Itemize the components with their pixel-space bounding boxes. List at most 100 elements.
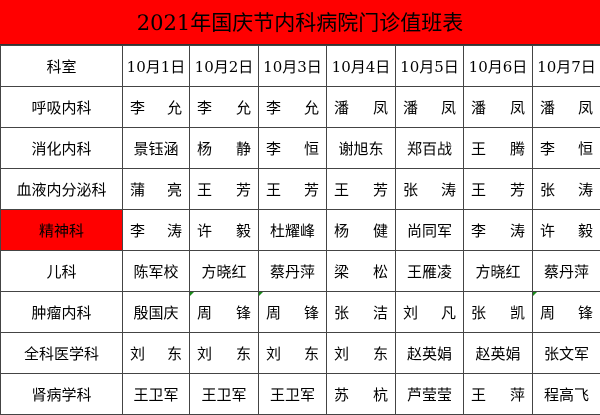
name-cell[interactable]: 方晓红 [463,250,533,292]
name-cell[interactable]: 王芳 [258,168,327,210]
doctor-name: 李涛 [471,221,525,240]
name-cell[interactable]: 张文军 [532,332,600,374]
doctor-name: 张洁 [334,303,388,322]
name-cell[interactable]: 张凯 [463,291,533,333]
dept-cell[interactable]: 消化内科 [0,127,123,169]
sheet-title[interactable]: 2021年国庆节内科病院门诊值班表 [0,0,600,45]
dept-cell[interactable]: 全科医学科 [0,332,123,374]
header-date-cell[interactable]: 10月1日 [122,45,190,87]
doctor-name: 王萍 [471,385,525,404]
name-cell[interactable]: 李涛 [463,209,533,251]
name-cell[interactable]: 蔡丹萍 [532,250,600,292]
name-cell[interactable]: 李恒 [532,127,600,169]
name-cell[interactable]: 潘凤 [326,86,396,128]
name-cell[interactable]: 杜耀峰 [258,209,327,251]
doctor-name: 王雁凌 [406,262,452,281]
name-cell[interactable]: 刘东 [326,332,396,374]
name-cell[interactable]: 刘东 [189,332,259,374]
name-cell[interactable]: 张涛 [395,168,464,210]
dept-cell[interactable]: 肿瘤内科 [0,291,123,333]
name-cell[interactable]: 王芳 [326,168,396,210]
doctor-name: 刘凡 [403,303,456,322]
dept-cell[interactable]: 精神科 [0,209,123,251]
name-cell[interactable]: 谢旭东 [326,127,396,169]
name-cell[interactable]: 周锋 [532,291,600,333]
duty-table: 科室 10月1日 10月2日 10月3日 10月4日 10月5日 10月6日 10月7日 呼… [0,45,600,415]
name-cell[interactable]: 张洁 [326,291,396,333]
name-cell[interactable]: 芦莹莹 [395,373,464,415]
doctor-name: 潘凤 [471,98,525,117]
name-cell[interactable]: 程高飞 [532,373,600,415]
name-cell[interactable]: 陈军校 [122,250,190,292]
header-date-cell[interactable]: 10月3日 [258,45,327,87]
header-date-cell[interactable]: 10月6日 [463,45,533,87]
name-cell[interactable]: 周锋 [258,291,327,333]
name-cell[interactable]: 李允 [189,86,259,128]
name-cell[interactable]: 刘凡 [395,291,464,333]
table-row: 消化内科 景钰涵杨静李恒谢旭东 郑百战王腾李恒 [0,127,600,169]
name-cell[interactable]: 王雁凌 [395,250,464,292]
doctor-name: 谢旭东 [338,139,384,158]
name-cell[interactable]: 刘东 [122,332,190,374]
header-date-cell[interactable]: 10月7日 [532,45,600,87]
name-cell[interactable]: 殷国庆 [122,291,190,333]
name-cell[interactable]: 张涛 [532,168,600,210]
name-cell[interactable]: 苏杭 [326,373,396,415]
doctor-name: 李恒 [540,139,593,158]
name-cell[interactable]: 李允 [122,86,190,128]
doctor-name: 殷国庆 [133,303,179,322]
name-cell[interactable]: 蒲亮 [122,168,190,210]
doctor-name: 潘凤 [540,98,593,117]
name-cell[interactable]: 杨静 [189,127,259,169]
name-cell[interactable]: 梁松 [326,250,396,292]
name-cell[interactable]: 李允 [258,86,327,128]
name-cell[interactable]: 方晓红 [189,250,259,292]
name-cell[interactable]: 潘凤 [532,86,600,128]
doctor-name: 蒲亮 [130,180,182,199]
doctor-name: 刘东 [130,344,182,363]
doctor-name: 陈军校 [133,262,179,281]
dept-cell[interactable]: 儿科 [0,250,123,292]
name-cell[interactable]: 杨健 [326,209,396,251]
header-date-cell[interactable]: 10月5日 [395,45,464,87]
header-date-cell[interactable]: 10月2日 [189,45,259,87]
header-dept-cell[interactable]: 科室 [0,45,123,87]
doctor-name: 王卫军 [269,385,315,404]
name-cell[interactable]: 李恒 [258,127,327,169]
name-cell[interactable]: 王腾 [463,127,533,169]
doctor-name: 潘凤 [334,98,388,117]
name-cell[interactable]: 尚同军 [395,209,464,251]
doctor-name: 蔡丹萍 [543,262,589,281]
name-cell[interactable]: 王芳 [463,168,533,210]
name-cell[interactable]: 郑百战 [395,127,464,169]
dept-cell[interactable]: 呼吸内科 [0,86,123,128]
name-cell[interactable]: 赵英娟 [395,332,464,374]
doctor-name: 王卫军 [201,385,247,404]
name-cell[interactable]: 许毅 [189,209,259,251]
name-cell[interactable]: 赵英娟 [463,332,533,374]
name-cell[interactable]: 王卫军 [258,373,327,415]
dept-cell[interactable]: 肾病学科 [0,373,123,415]
doctor-name: 杨静 [197,139,251,158]
name-cell[interactable]: 景钰涵 [122,127,190,169]
header-date-cell[interactable]: 10月4日 [326,45,396,87]
name-cell[interactable]: 蔡丹萍 [258,250,327,292]
name-cell[interactable]: 潘凤 [463,86,533,128]
name-cell[interactable]: 刘东 [258,332,327,374]
name-cell[interactable]: 许毅 [532,209,600,251]
table-row: 血液内分泌科蒲亮王芳王芳王芳张涛王芳张涛 [0,168,600,210]
doctor-name: 赵英娟 [475,344,521,363]
doctor-name: 李恒 [266,139,319,158]
dept-cell[interactable]: 血液内分泌科 [0,168,123,210]
name-cell[interactable]: 王萍 [463,373,533,415]
doctor-name: 梁松 [334,262,388,281]
name-cell[interactable]: 王卫军 [189,373,259,415]
doctor-name: 方晓红 [201,262,247,281]
name-cell[interactable]: 李涛 [122,209,190,251]
name-cell[interactable]: 潘凤 [395,86,464,128]
name-cell[interactable]: 王芳 [189,168,259,210]
name-cell[interactable]: 王卫军 [122,373,190,415]
name-cell[interactable]: 周锋 [189,291,259,333]
doctor-name: 苏杭 [334,385,388,404]
doctor-name: 王芳 [197,180,251,199]
